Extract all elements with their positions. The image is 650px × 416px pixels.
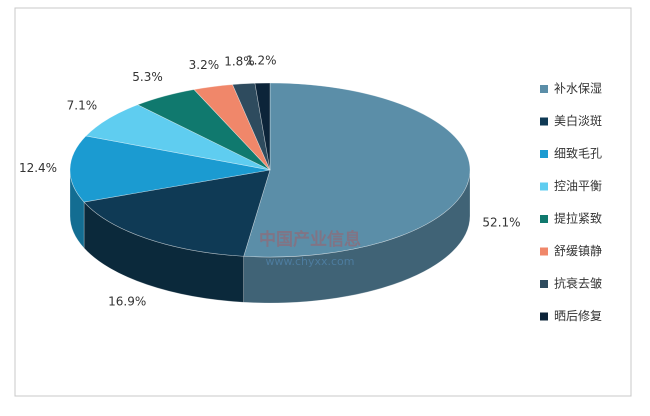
legend-swatch — [540, 85, 548, 93]
legend-label: 抗衰去皱 — [554, 276, 602, 291]
legend-swatch — [540, 150, 548, 158]
watermark: 中国产业信息 — [259, 229, 361, 250]
pie-slice — [69, 135, 271, 203]
legend-swatch — [540, 247, 548, 256]
value-label: 5.3% — [132, 70, 163, 84]
legend-label: 控油平衡 — [554, 179, 602, 193]
legend-label: 补水保湿 — [554, 81, 602, 96]
legend-label: 提拉紧致 — [554, 211, 602, 226]
legend-swatch — [540, 182, 548, 191]
legend-label: 晒后修复 — [554, 308, 602, 323]
pie-slice — [254, 82, 271, 171]
value-label: 16.9% — [108, 294, 146, 308]
watermark-url: www.chyxx.com — [265, 255, 354, 268]
value-label: 3.2% — [189, 58, 220, 72]
legend-label: 细致毛孔 — [554, 147, 602, 161]
pie-slice — [243, 82, 471, 258]
legend-label: 美白淡斑 — [554, 113, 602, 128]
legend-swatch — [540, 117, 548, 126]
legend-label: 舒缓镇静 — [554, 244, 602, 258]
legend-swatch — [540, 215, 548, 223]
value-label: 52.1% — [482, 216, 520, 230]
legend-swatch — [540, 312, 548, 321]
value-label: 1.2% — [246, 54, 277, 68]
value-label: 1.8% — [224, 54, 255, 68]
pie-slice — [83, 169, 271, 257]
value-label: 7.1% — [67, 99, 98, 113]
value-label: 12.4% — [19, 161, 57, 175]
legend-swatch — [540, 280, 548, 288]
